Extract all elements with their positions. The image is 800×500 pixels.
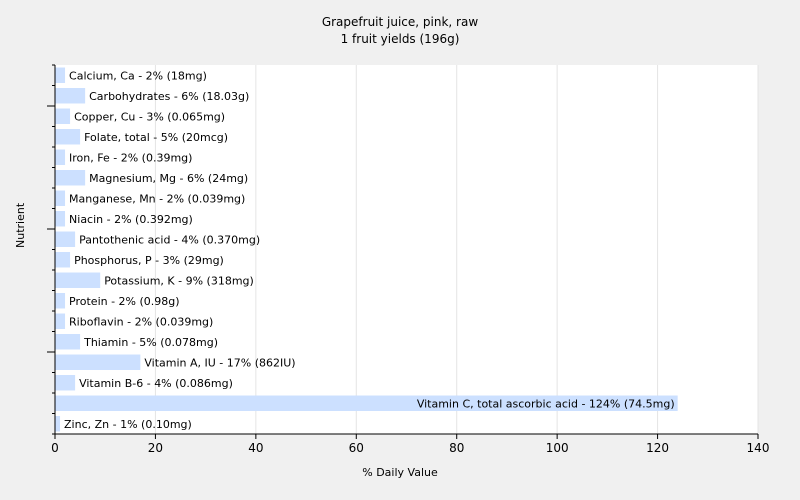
x-tick-label: 80 xyxy=(449,441,464,455)
bar-label: Vitamin B-6 - 4% (0.086mg) xyxy=(79,377,233,390)
bar xyxy=(55,354,141,370)
plot-area xyxy=(55,65,758,434)
bar-label: Riboflavin - 2% (0.039mg) xyxy=(69,315,213,328)
bar xyxy=(55,211,66,227)
bar xyxy=(55,293,66,309)
x-tick-label: 100 xyxy=(546,441,569,455)
bar xyxy=(55,375,76,391)
bar-label: Potassium, K - 9% (318mg) xyxy=(104,274,254,287)
bar xyxy=(55,108,71,124)
bar-label: Thiamin - 5% (0.078mg) xyxy=(83,336,218,349)
bar xyxy=(55,416,61,432)
bar-label: Protein - 2% (0.98g) xyxy=(69,295,180,308)
y-axis-label: Nutrient xyxy=(14,202,27,248)
bar xyxy=(55,149,66,165)
bar xyxy=(55,190,66,206)
bar-label: Magnesium, Mg - 6% (24mg) xyxy=(89,172,248,185)
bar xyxy=(55,170,86,186)
bar-label: Manganese, Mn - 2% (0.039mg) xyxy=(69,192,245,205)
bar xyxy=(55,67,66,83)
x-tick-label: 40 xyxy=(248,441,263,455)
x-tick-label: 140 xyxy=(747,441,770,455)
bar-label: Calcium, Ca - 2% (18mg) xyxy=(69,69,207,82)
bar-label: Iron, Fe - 2% (0.39mg) xyxy=(69,151,192,164)
bar-label: Zinc, Zn - 1% (0.10mg) xyxy=(64,418,192,431)
bar xyxy=(55,231,76,247)
chart-subtitle: 1 fruit yields (196g) xyxy=(340,32,460,46)
x-tick-label: 60 xyxy=(349,441,364,455)
bar-label: Vitamin C, total ascorbic acid - 124% (7… xyxy=(417,397,675,410)
bar xyxy=(55,252,71,268)
x-tick-label: 20 xyxy=(148,441,163,455)
bar-label: Carbohydrates - 6% (18.03g) xyxy=(89,90,249,103)
chart-title: Grapefruit juice, pink, raw xyxy=(321,15,479,29)
bar xyxy=(55,313,66,329)
bar-label: Vitamin A, IU - 17% (862IU) xyxy=(144,356,295,369)
x-axis-label: % Daily Value xyxy=(362,466,438,479)
x-tick-label: 0 xyxy=(51,441,59,455)
bar-label: Folate, total - 5% (20mcg) xyxy=(84,131,228,144)
bar-label: Pantothenic acid - 4% (0.370mg) xyxy=(79,233,260,246)
bar xyxy=(55,395,678,411)
bar xyxy=(55,272,101,288)
bar-label: Copper, Cu - 3% (0.065mg) xyxy=(74,110,225,123)
bar xyxy=(55,334,81,350)
bar xyxy=(55,88,86,104)
bar-label: Phosphorus, P - 3% (29mg) xyxy=(74,254,224,267)
bar xyxy=(55,129,81,145)
x-tick-label: 120 xyxy=(646,441,669,455)
bar-label: Niacin - 2% (0.392mg) xyxy=(69,213,193,226)
